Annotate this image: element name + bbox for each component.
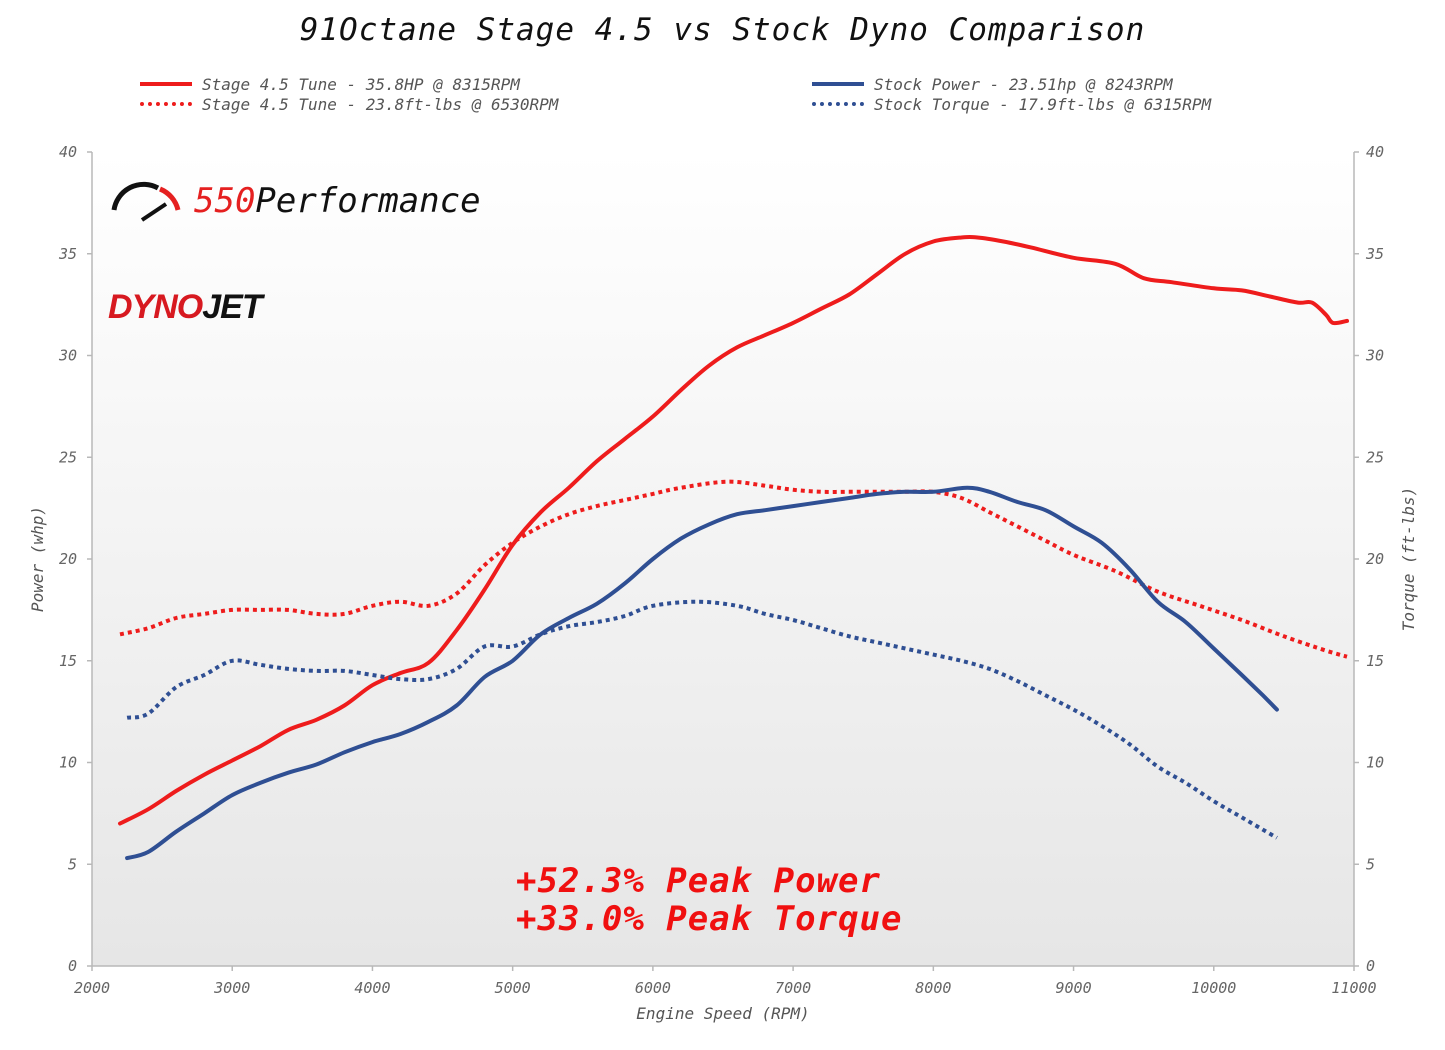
peak-torque-gain: +33.0% Peak Torque	[516, 899, 903, 939]
legend-label: Stage 4.5 Tune - 35.8HP @ 8315RPM	[202, 74, 520, 94]
y-tick-label: 10	[59, 754, 77, 772]
axis-ticks: 2000 3000 4000 5000 6000 7000 8000 9000 10000 110…	[58, 143, 1384, 997]
series-line-3	[126, 599, 1278, 840]
y-tick-label: 25	[59, 448, 77, 466]
legend-label: Stage 4.5 Tune - 23.8ft-lbs @ 6530RPM	[202, 94, 559, 114]
legend-entry-stock-power: Stock Power - 23.51hp @ 8243RPM	[812, 74, 1211, 94]
series-line-1	[119, 479, 1348, 659]
x-tick-label: 3000	[213, 979, 250, 997]
x-tick-label: 11000	[1331, 979, 1376, 997]
gain-annotation: +52.3% Peak Power +33.0% Peak Torque	[516, 862, 902, 938]
y2-tick-label: 25	[1366, 448, 1384, 466]
legend-entry-tuned-torque: Stage 4.5 Tune - 23.8ft-lbs @ 6530RPM	[140, 94, 558, 114]
series-lines	[118, 234, 1349, 861]
y2-tick-label: 10	[1366, 754, 1384, 772]
dynojet-logo: DYNOJET	[108, 288, 263, 327]
legend-swatch-dotted-red	[140, 102, 192, 106]
legend-right: Stock Power - 23.51hp @ 8243RPM Stock To…	[812, 74, 1211, 114]
x-tick-label: 9000	[1055, 979, 1091, 997]
legend-entry-tuned-power: Stage 4.5 Tune - 35.8HP @ 8315RPM	[140, 74, 558, 94]
brand-number: 550	[194, 181, 256, 221]
y2-tick-label: 5	[1366, 855, 1375, 873]
brand-word: Performance	[255, 181, 481, 221]
legend-entry-stock-torque: Stock Torque - 17.9ft-lbs @ 6315RPM	[812, 94, 1211, 114]
y-tick-label: 40	[59, 143, 77, 161]
y-tick-label: 20	[59, 550, 77, 568]
legend-left: Stage 4.5 Tune - 35.8HP @ 8315RPM Stage …	[140, 74, 558, 114]
y2-tick-label: 15	[1366, 652, 1384, 670]
plot-area	[92, 152, 1354, 966]
y2-tick-label: 35	[1365, 245, 1384, 263]
y2-tick-label: 20	[1366, 550, 1384, 568]
x-axis-label: Engine Speed (RPM)	[636, 1004, 809, 1023]
y2-tick-label: 0	[1366, 957, 1375, 975]
x-tick-label: 2000	[74, 979, 110, 997]
series-line-2	[125, 485, 1279, 861]
x-tick-label: 7000	[775, 979, 811, 997]
legend-swatch-dotted-blue	[812, 102, 864, 106]
dynojet-logo-part-b: JET	[202, 288, 262, 326]
y-axis-label: Power (whp)	[28, 506, 47, 612]
y-tick-label: 30	[58, 347, 77, 365]
x-tick-label: 6000	[635, 979, 671, 997]
x-tick-label: 4000	[354, 979, 390, 997]
chart-title: 91Octane Stage 4.5 vs Stock Dyno Compari…	[299, 12, 1146, 48]
y2-tick-label: 40	[1366, 143, 1384, 161]
legend-swatch-solid-red	[140, 82, 192, 86]
y2-axis-label: Torque (ft-lbs)	[1399, 487, 1418, 632]
y2-tick-label: 30	[1365, 347, 1384, 365]
x-tick-label: 8000	[915, 979, 951, 997]
y-tick-label: 35	[58, 245, 77, 263]
y-tick-label: 15	[59, 652, 77, 670]
legend-label: Stock Power - 23.51hp @ 8243RPM	[874, 74, 1173, 94]
brand-text: 550Performance	[194, 181, 481, 221]
peak-power-gain: +52.3% Peak Power	[516, 861, 881, 901]
y-tick-label: 5	[68, 855, 77, 873]
gauge-icon	[111, 181, 181, 222]
series-line-0	[118, 234, 1349, 826]
dynojet-logo-part-a: DYNO	[108, 288, 203, 326]
brand-logo-550performance: 550Performance	[108, 176, 481, 226]
x-tick-label: 10000	[1191, 979, 1236, 997]
y-tick-label: 0	[68, 957, 77, 975]
x-tick-label: 5000	[495, 979, 531, 997]
legend-swatch-solid-blue	[812, 82, 864, 86]
legend-label: Stock Torque - 17.9ft-lbs @ 6315RPM	[874, 94, 1212, 114]
